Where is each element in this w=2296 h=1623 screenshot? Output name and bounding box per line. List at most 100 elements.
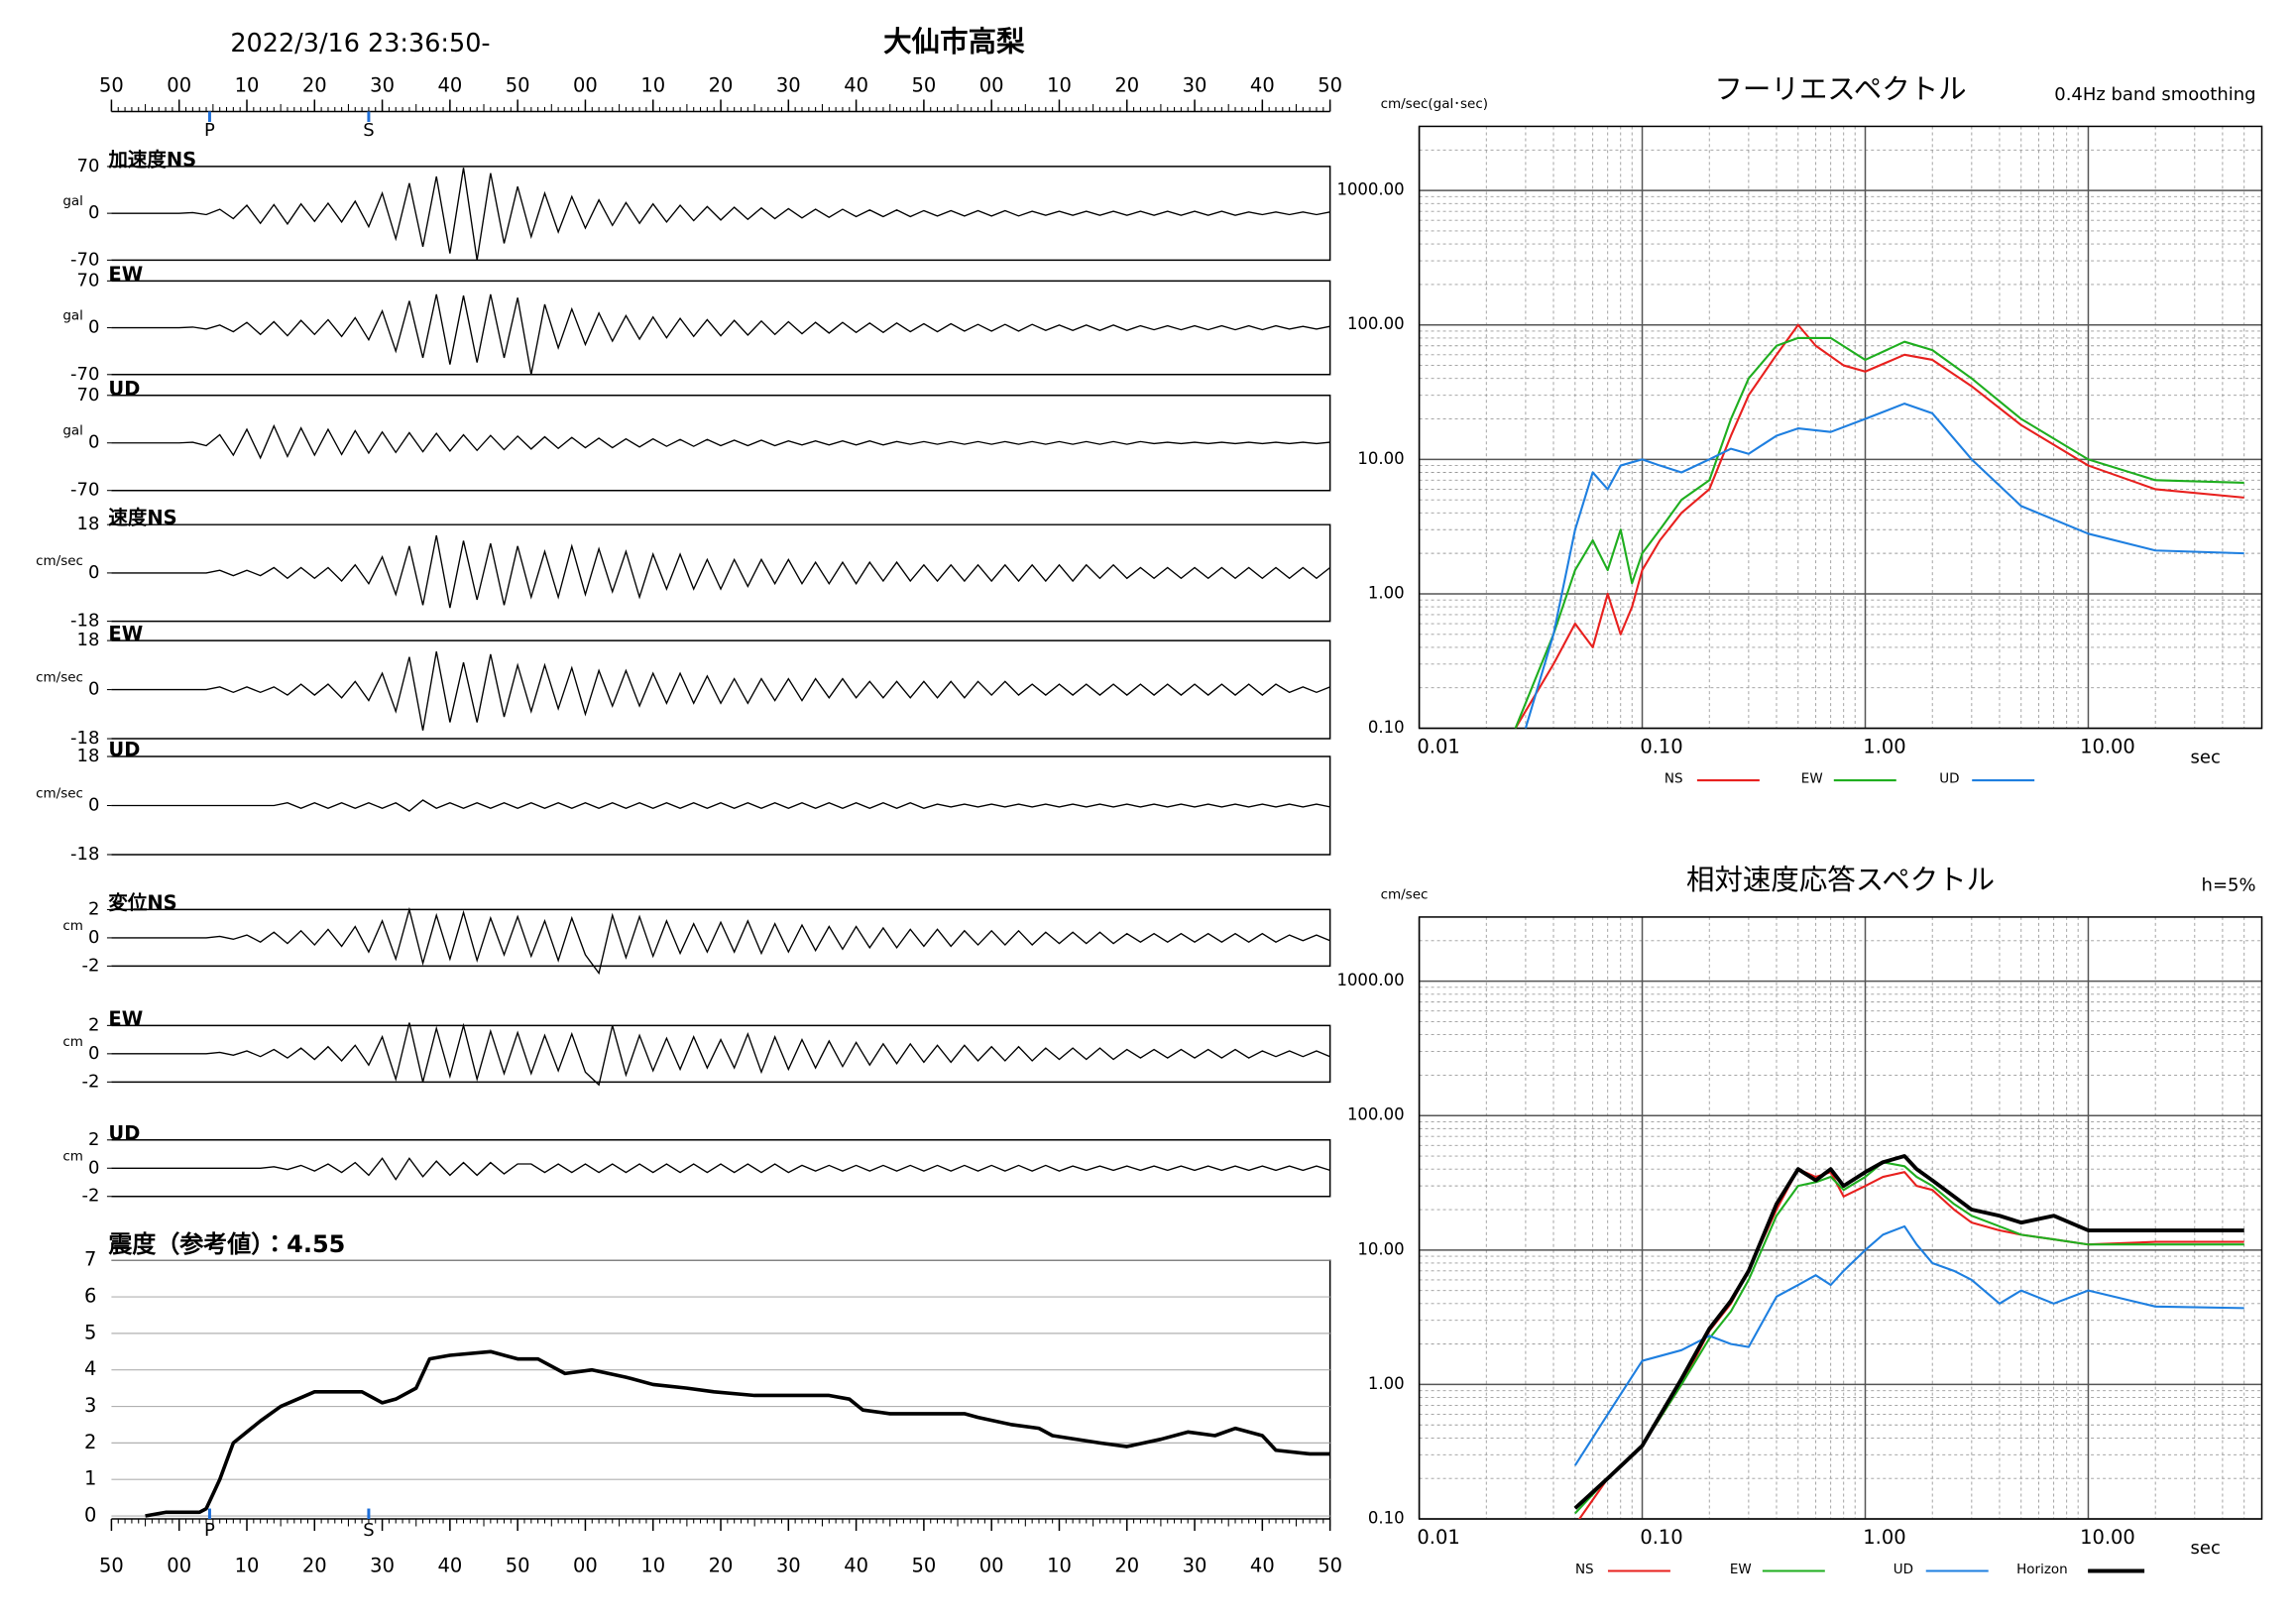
- y-tick-label: 100.00: [1347, 1105, 1405, 1124]
- intensity-line: [145, 1349, 1330, 1518]
- chart-title: フーリエスペクトル: [1714, 72, 1966, 105]
- spectrum-line: [1514, 336, 2244, 729]
- phase-label: S: [363, 1520, 374, 1541]
- x-tick-label: 40: [1250, 73, 1275, 96]
- legend-label: EW: [1730, 1562, 1752, 1577]
- x-tick-label: 1.00: [1863, 736, 1905, 758]
- y-tick-label: 7: [84, 1248, 96, 1271]
- x-tick-label: 40: [437, 73, 462, 96]
- y-tick-label: -2: [82, 1071, 100, 1092]
- x-tick-label: 20: [302, 1555, 327, 1577]
- y-tick-label: 18: [77, 514, 100, 534]
- spectrum-line: [1573, 1154, 2244, 1510]
- y-tick-label: 0: [88, 927, 99, 948]
- intensity-title: 震度（参考値）：4.55: [108, 1230, 345, 1258]
- panel-frame: [111, 908, 1331, 968]
- x-tick-label: 10: [640, 1555, 665, 1577]
- y-tick-label: 0: [88, 795, 99, 816]
- x-tick-label: 10: [1047, 1555, 1072, 1577]
- plot-frame: [1418, 916, 2263, 1520]
- trace-name: UD: [108, 1121, 140, 1144]
- panel-frame: [111, 395, 1331, 492]
- y-tick-label: 1000.00: [1336, 971, 1404, 989]
- trace-name: 変位NS: [108, 891, 176, 914]
- x-tick-label: 20: [1114, 73, 1139, 96]
- x-tick-label: 10: [235, 73, 260, 96]
- x-tick-label: 40: [437, 1555, 462, 1577]
- spectrum-line: [1574, 1161, 2244, 1515]
- waveform: [111, 168, 1330, 261]
- spectrum-line: [1524, 403, 2244, 729]
- y-tick-label: 0: [88, 1157, 99, 1178]
- y-tick-label: 0: [88, 1043, 99, 1064]
- x-tick-label: 40: [1250, 1555, 1275, 1577]
- series-group: [1514, 323, 2244, 729]
- y-tick-label: 0.10: [1368, 1509, 1405, 1528]
- y-tick-label: 70: [77, 270, 100, 290]
- waveform: [111, 650, 1330, 731]
- waveform: [111, 906, 1330, 976]
- unit-label: cm: [62, 1148, 83, 1164]
- waveform: [111, 293, 1330, 375]
- x-axis-label: sec: [2191, 748, 2221, 768]
- legend-label: NS: [1665, 771, 1683, 787]
- y-tick-label: -70: [70, 249, 99, 270]
- x-tick-label: 0.01: [1417, 1526, 1459, 1549]
- record-time: 2022/3/16 23:36:50-: [230, 29, 490, 58]
- y-tick-label: 0: [88, 679, 99, 700]
- panel-frame: [111, 523, 1331, 623]
- unit-label: cm/sec: [36, 553, 83, 569]
- x-tick-label: 10: [235, 1555, 260, 1577]
- x-tick-label: 00: [979, 73, 1004, 96]
- y-tick-label: 1000.00: [1336, 180, 1404, 199]
- y-tick-label: -2: [82, 955, 100, 976]
- waveform: [111, 1157, 1330, 1181]
- x-tick-label: 50: [1318, 1555, 1342, 1577]
- panel-frame: [111, 755, 1331, 856]
- unit-label: gal: [62, 193, 83, 209]
- panel-frame: [111, 1024, 1331, 1084]
- unit-label: cm: [62, 918, 83, 934]
- x-tick-label: 50: [912, 1555, 937, 1577]
- trace-name: 加速度NS: [107, 148, 196, 171]
- y-tick-label: -2: [82, 1186, 100, 1207]
- trace-name: EW: [108, 623, 143, 645]
- y-axis-label: cm/sec: [1381, 886, 1429, 902]
- x-tick-label: 10: [640, 73, 665, 96]
- x-tick-label: 50: [99, 1555, 124, 1577]
- y-tick-label: 0: [88, 317, 99, 338]
- x-tick-label: 00: [573, 1555, 598, 1577]
- x-tick-label: 20: [709, 73, 734, 96]
- y-tick-label: -18: [70, 611, 99, 632]
- x-tick-label: 10: [1047, 73, 1072, 96]
- y-tick-label: 1.00: [1368, 1374, 1405, 1393]
- x-tick-label: 30: [370, 73, 395, 96]
- y-tick-label: 70: [77, 156, 100, 176]
- x-tick-label: 50: [912, 73, 937, 96]
- trace-name: EW: [108, 1007, 143, 1030]
- y-axis-label: cm/sec(gal･sec): [1381, 96, 1488, 112]
- x-tick-label: 30: [370, 1555, 395, 1577]
- x-tick-label: 40: [844, 1555, 868, 1577]
- x-tick-label: 20: [1114, 1555, 1139, 1577]
- phase-label: P: [204, 120, 215, 141]
- legend-label: Horizon: [2016, 1562, 2068, 1577]
- unit-label: gal: [62, 308, 83, 324]
- x-tick-label: 30: [776, 1555, 801, 1577]
- y-tick-label: 1.00: [1368, 583, 1405, 602]
- x-tick-label: 0.01: [1417, 736, 1459, 758]
- y-tick-label: 2: [88, 1129, 99, 1150]
- y-tick-label: 4: [84, 1357, 96, 1380]
- trace-name: UD: [108, 739, 140, 761]
- panel-frame: [111, 639, 1331, 740]
- spectrum-line: [1573, 1224, 2244, 1466]
- x-tick-label: 50: [99, 73, 124, 96]
- panel-frame: [111, 280, 1331, 376]
- x-tick-label: 1.00: [1863, 1526, 1905, 1549]
- x-tick-label: 00: [573, 73, 598, 96]
- y-tick-label: 18: [77, 746, 100, 766]
- spectrum-line: [1577, 1168, 2244, 1520]
- x-tick-label: 00: [979, 1555, 1004, 1577]
- y-tick-label: 6: [84, 1285, 96, 1308]
